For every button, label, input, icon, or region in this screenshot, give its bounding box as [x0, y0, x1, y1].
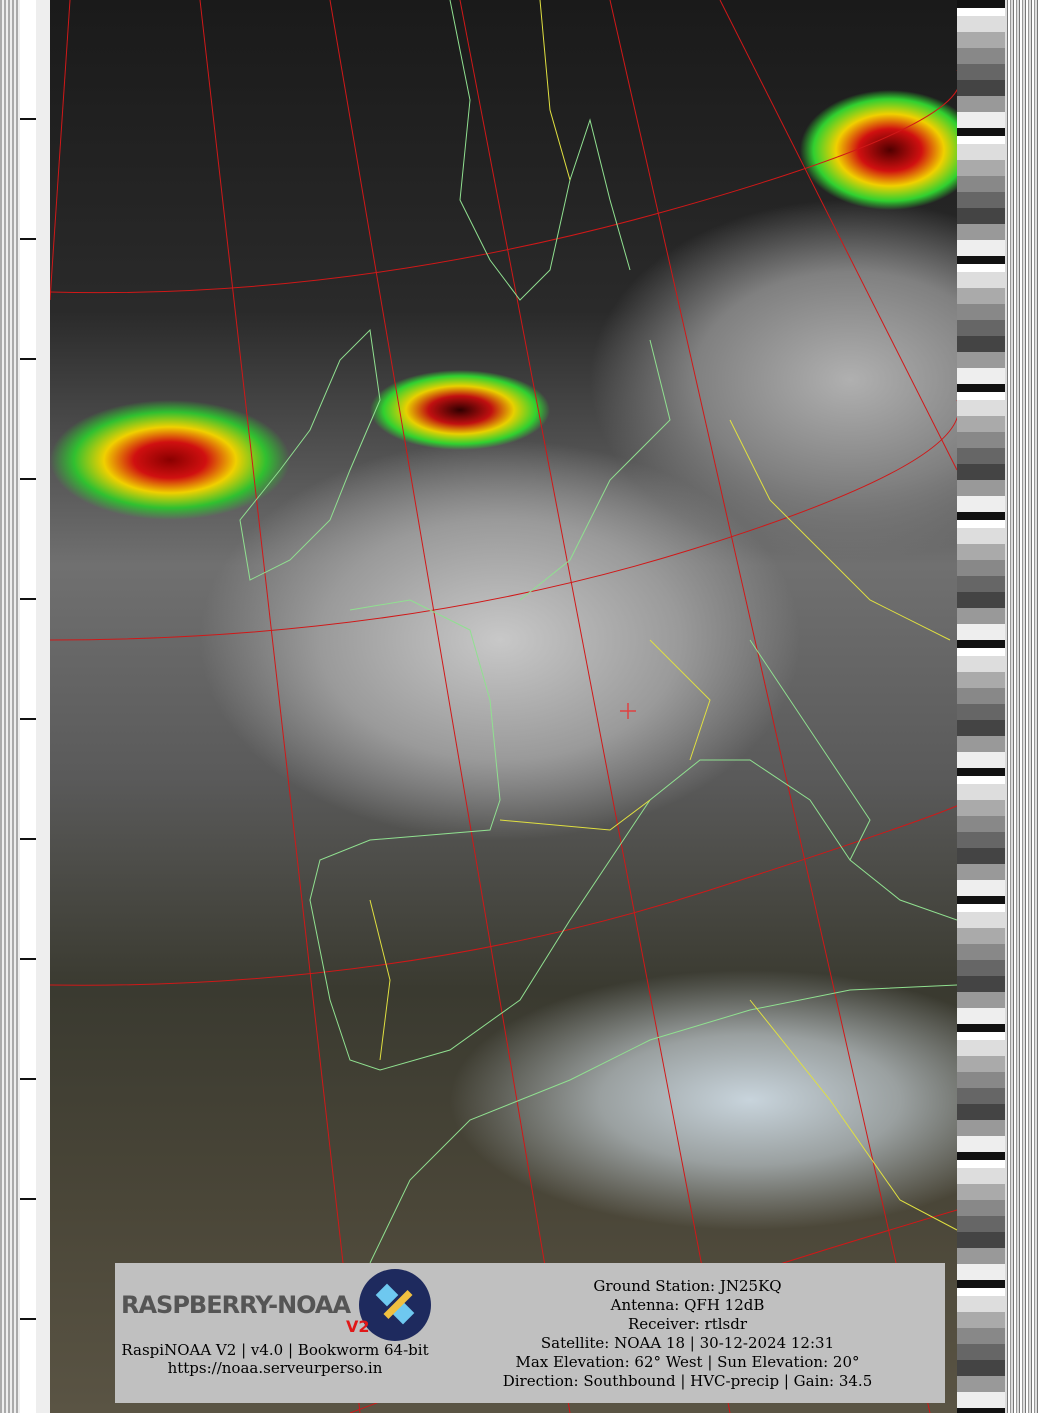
border [369, 899, 391, 1061]
border [499, 799, 651, 831]
satellite-datetime: Satellite: NOAA 18 | 30-12-2024 12:31 [540, 1334, 835, 1352]
graticule-lat [50, 70, 957, 294]
borders [369, 0, 957, 1231]
pass-details: Ground Station: JN25KQ Antenna: QFH 12dB… [455, 1277, 920, 1391]
telemetry-strip-right [957, 0, 1040, 1413]
map-overlay [50, 0, 957, 1413]
graticule-lat [50, 799, 957, 986]
software-info: RaspiNOAA V2 | v4.0 | Bookworm 64-bit ht… [115, 1341, 435, 1377]
elevation: Max Elevation: 62° West | Sun Elevation:… [515, 1353, 860, 1371]
coastline [449, 0, 631, 301]
receiver: Receiver: rtlsdr [627, 1315, 748, 1333]
info-box: RASPBERRY-NOAA V2 RaspiNOAA V2 | v4.0 | … [115, 1263, 945, 1403]
antenna: Antenna: QFH 12dB [610, 1296, 765, 1314]
direction-gain: Direction: Southbound | HVC-precip | Gai… [502, 1372, 873, 1390]
coastline [749, 639, 871, 861]
graticule-lon [719, 0, 957, 471]
logo-text: RASPBERRY-NOAA [121, 1291, 351, 1319]
coastlines [239, 0, 957, 1264]
graticule [50, 0, 957, 1413]
coastline [369, 984, 957, 1264]
software-version: RaspiNOAA V2 | v4.0 | Bookworm 64-bit [121, 1341, 429, 1359]
graticule-lon [199, 0, 361, 1413]
raspberry-noaa-logo: RASPBERRY-NOAA V2 [121, 1269, 431, 1341]
graticule-lon [609, 0, 931, 1413]
website-url: https://noaa.serveurperso.in [167, 1359, 383, 1377]
graticule-lon [50, 0, 71, 301]
coastline [309, 599, 957, 1071]
border [649, 639, 711, 761]
ground-station-marker [620, 703, 636, 719]
graticule-lon [329, 0, 571, 1413]
coastline [519, 339, 671, 601]
logo-version: V2 [346, 1317, 370, 1336]
coastline [239, 328, 381, 581]
border [539, 0, 571, 181]
graticule-lat [50, 400, 957, 641]
telemetry-strip-left [0, 0, 50, 1413]
satellite-image [50, 0, 957, 1413]
border [729, 419, 951, 641]
ground-station: Ground Station: JN25KQ [593, 1277, 782, 1295]
satellite-logo-icon [359, 1269, 431, 1341]
graticule-lon [459, 0, 731, 1413]
border [749, 999, 957, 1231]
